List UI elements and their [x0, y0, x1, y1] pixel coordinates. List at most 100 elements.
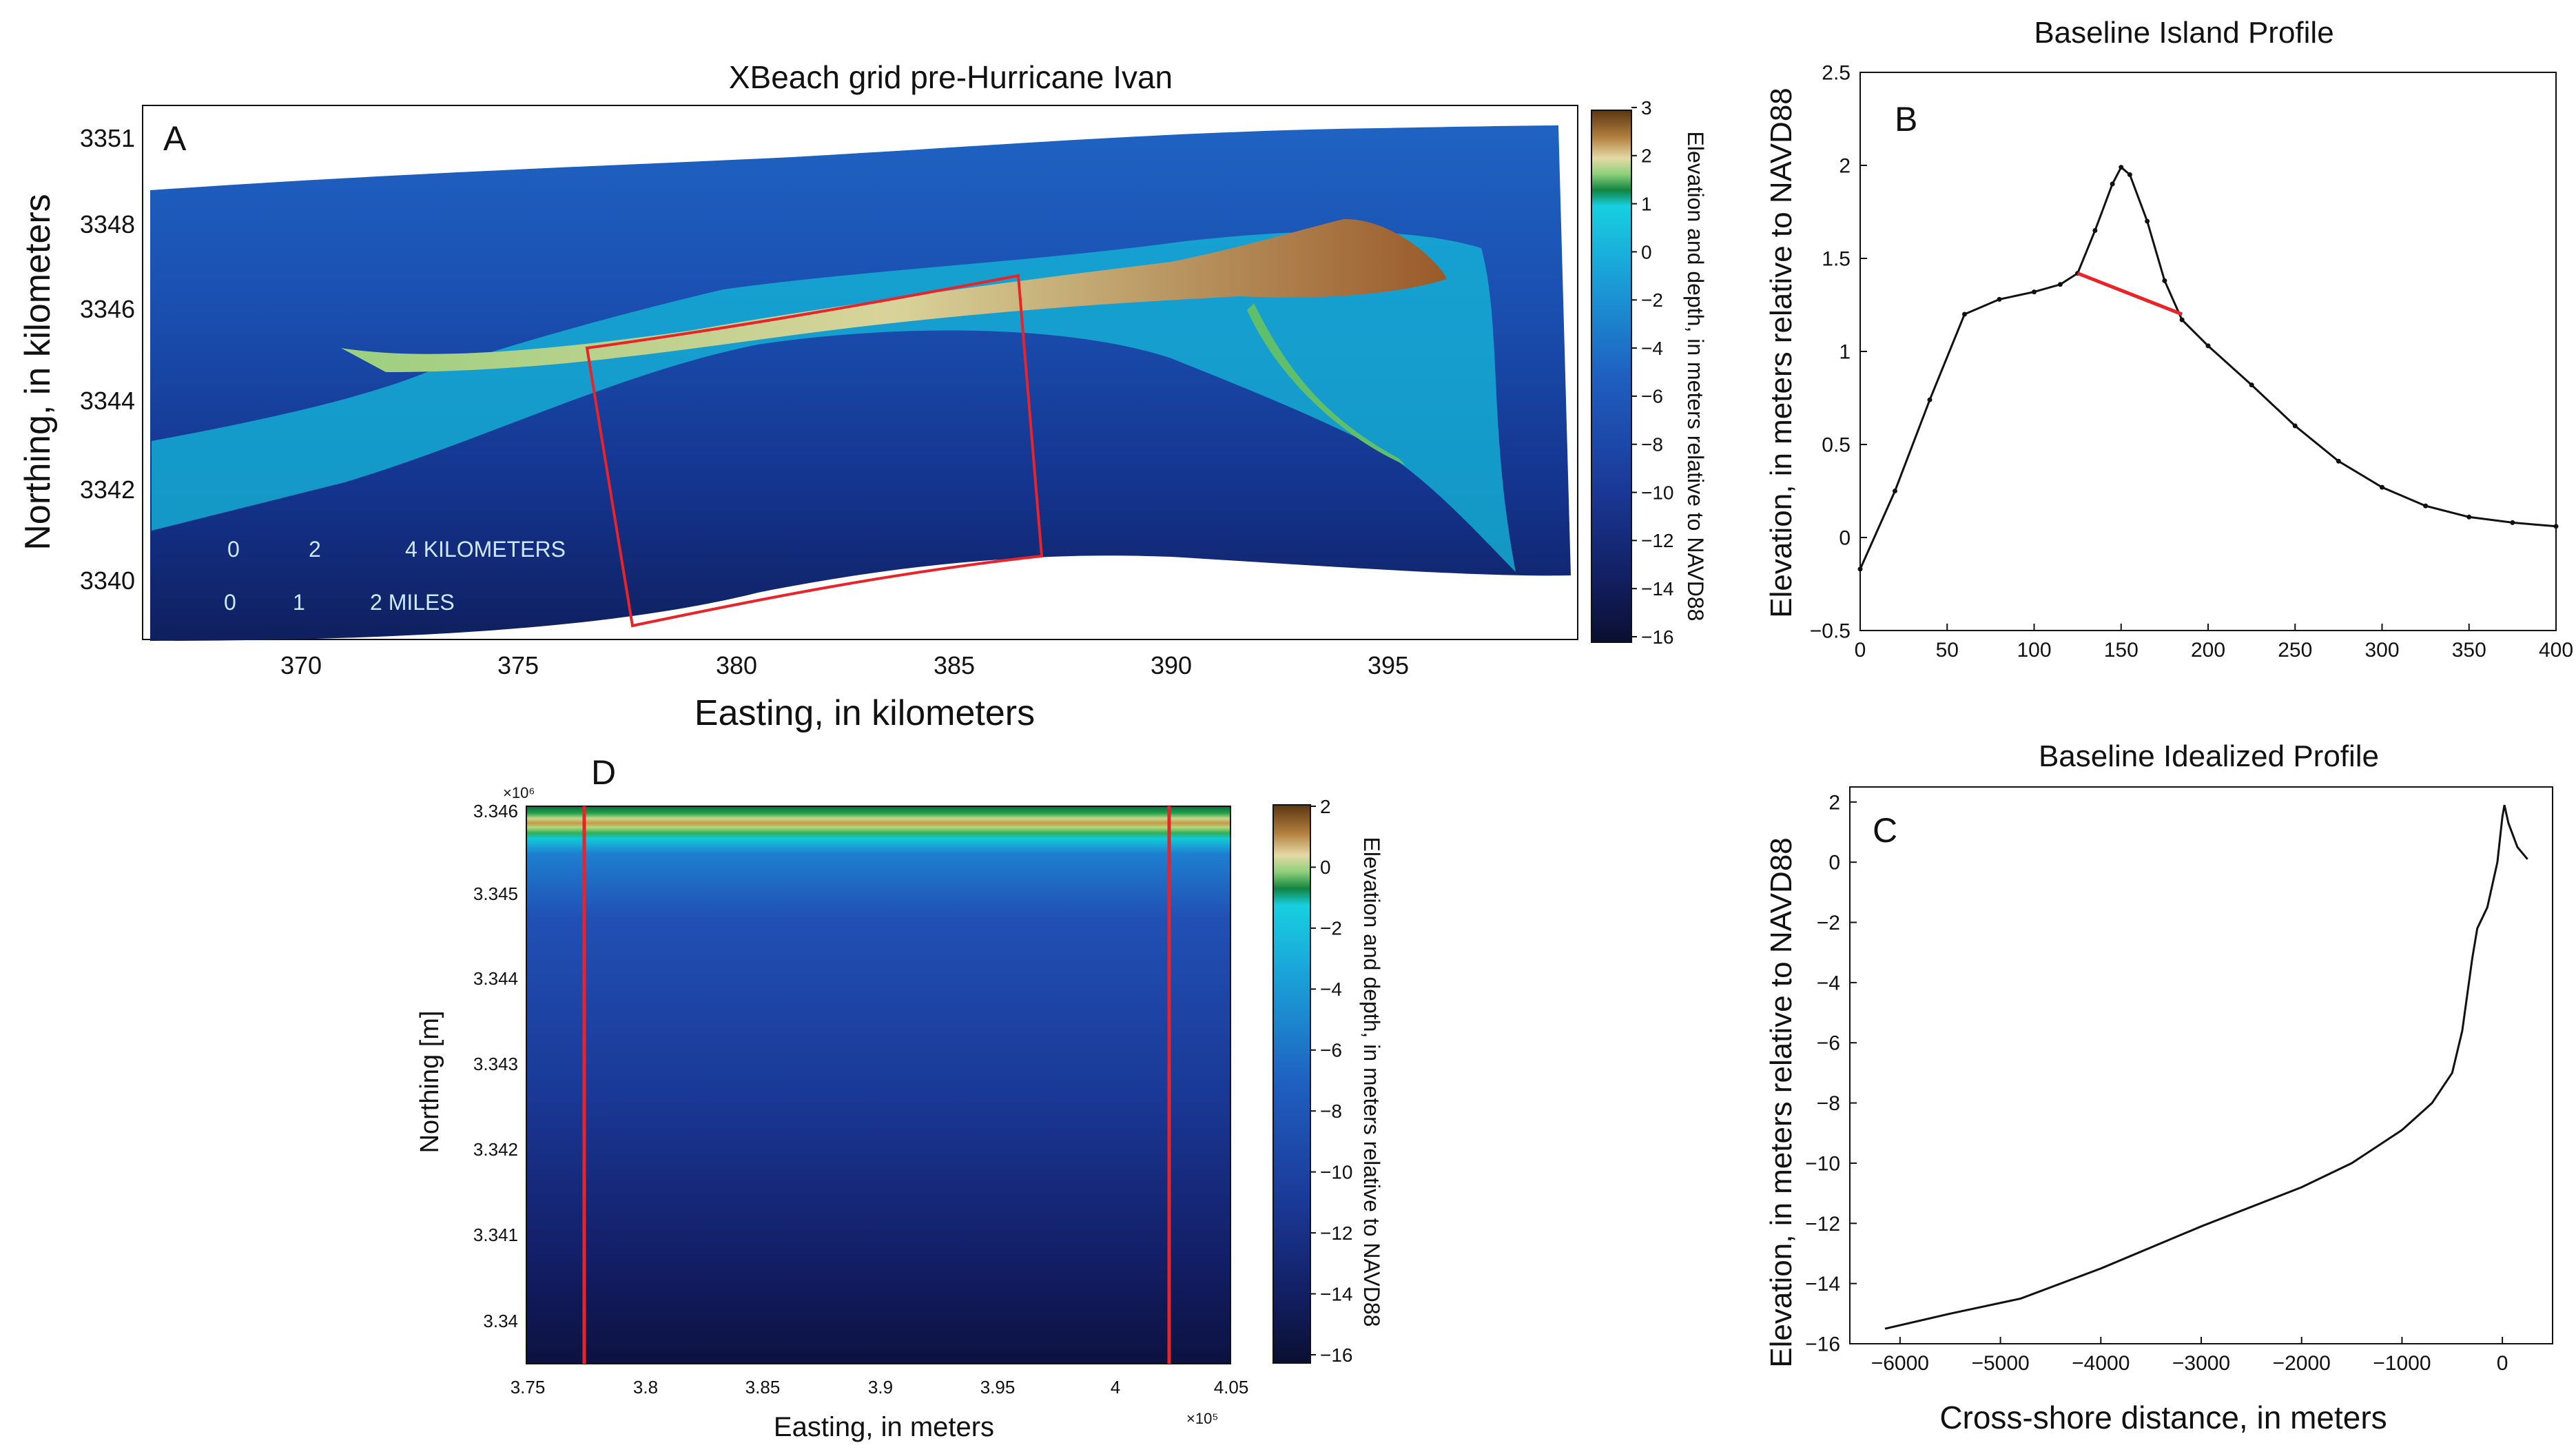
y-tick-label: −16 [1805, 1333, 1840, 1356]
scale-mi-zero: 0 [224, 590, 236, 615]
plot-frame [1849, 786, 2553, 1344]
data-point [1962, 311, 1967, 317]
panel-a-x-tick: 395 [1368, 651, 1409, 679]
panel-d-x-exponent: ×10⁵ [1186, 1410, 1218, 1427]
data-point [2336, 458, 2341, 464]
panel-a-title: XBeach grid pre-Hurricane Ivan [729, 59, 1173, 95]
panel-b-chart: Baseline Island Profile B Elevation, in … [1764, 16, 2573, 662]
x-tick-label: −5000 [1971, 1352, 2029, 1375]
data-point [2127, 172, 2132, 177]
panel-a-x-tick: 380 [716, 651, 757, 679]
panel-a-y-tick: 3340 [80, 566, 135, 595]
scale-km-end: 4 KILOMETERS [405, 537, 566, 562]
data-point [2423, 503, 2429, 509]
panel-a-y-tick: 3344 [80, 387, 135, 415]
panel-a-x-tick: 390 [1151, 651, 1192, 679]
y-tick-label: 1.5 [1822, 248, 1851, 271]
x-tick-label: 50 [1936, 639, 1959, 662]
panel-d-y-tick: 3.343 [473, 1054, 518, 1074]
colorbar-tick-label: −12 [1320, 1222, 1353, 1244]
x-tick-label: 350 [2452, 639, 2486, 662]
y-tick-label: 2.5 [1822, 62, 1851, 85]
colorbar-tick-label: 1 [1641, 193, 1652, 214]
y-tick-label: 0 [1839, 527, 1851, 550]
x-tick-label: 200 [2191, 639, 2225, 662]
colorbar-tick-label: 0 [1641, 241, 1652, 263]
x-tick-label: 0 [2497, 1352, 2508, 1375]
panel-c-xlabel: Cross-shore distance, in meters [1939, 1400, 2387, 1435]
data-point [2119, 165, 2124, 170]
data-point [2179, 317, 2185, 322]
colorbar-tick-label: 0 [1320, 857, 1331, 878]
y-tick-label: 1 [1839, 341, 1851, 364]
x-tick-label: −4000 [2072, 1352, 2130, 1375]
panel-d-y-tick: 3.341 [473, 1225, 518, 1245]
panel-d-y-tick: 3.345 [473, 883, 518, 904]
panel-d-colorbar-label: Elevation and depth, in meters relative … [1359, 837, 1384, 1327]
panel-a-colorbar-ticks: 3 2 1 0 −2 −4 −6 −8 −10 −12 −14 −16 [1631, 97, 1674, 648]
panel-d-x-tick: 3.8 [633, 1377, 658, 1397]
panel-a-y-tick: 3346 [80, 295, 135, 323]
panel-d-letter: D [591, 753, 616, 792]
panel-d: D ×10⁶ ×10⁵ 3.75 3.8 3.85 3.9 3.95 4 4.0… [415, 753, 1384, 1442]
colorbar-tick-label: −6 [1641, 386, 1663, 407]
colorbar-tick-label: 3 [1641, 97, 1652, 119]
colorbar-tick-label: −8 [1641, 434, 1663, 455]
panel-d-y-tick: 3.342 [473, 1139, 518, 1160]
panel-c-ylabel: Elevation, in meters relative to NAVD88 [1764, 837, 1798, 1368]
colorbar-tick-label: −14 [1320, 1283, 1353, 1304]
x-tick-label: 0 [1855, 639, 1866, 662]
y-tick-label: −8 [1817, 1092, 1840, 1115]
data-point [2110, 181, 2115, 187]
panel-c-chart: Baseline Idealized Profile C Elevation, … [1764, 739, 2553, 1435]
data-point [2145, 218, 2150, 224]
data-point [1893, 489, 1897, 493]
panel-a-colorbar-label: Elevation and depth, in meters relative … [1683, 132, 1708, 622]
colorbar-tick-label: −2 [1641, 289, 1663, 311]
panel-a: XBeach grid pre-Hurricane Ivan A 0 2 4 K… [18, 59, 1708, 733]
panel-d-x-tick: 4 [1111, 1377, 1120, 1397]
data-point [2162, 278, 2167, 283]
colorbar-tick-label: −8 [1320, 1100, 1342, 1122]
panel-d-y-ticks: 3.346 3.345 3.344 3.343 3.342 3.341 3.34 [473, 801, 518, 1331]
panel-d-x-tick: 3.75 [511, 1377, 546, 1397]
panel-a-x-ticks: 370 375 380 385 390 395 [280, 651, 1409, 679]
data-point [2553, 524, 2559, 529]
panel-a-y-tick: 3351 [80, 124, 135, 152]
colorbar-tick-label: −10 [1641, 482, 1674, 503]
x-tick-label: −2000 [2273, 1352, 2331, 1375]
data-point [2205, 343, 2211, 349]
panel-d-y-tick: 3.34 [483, 1311, 518, 1331]
panel-c-title: Baseline Idealized Profile [2039, 739, 2379, 773]
y-tick-label: −2 [1817, 912, 1840, 934]
colorbar-tick-label: −14 [1641, 578, 1674, 600]
data-point [2092, 228, 2098, 233]
scale-mi-end: 2 MILES [370, 590, 455, 615]
panel-b-ylabel: Elevation, in meters relative to NAVD88 [1764, 88, 1798, 618]
panel-d-xlabel: Easting, in meters [774, 1412, 994, 1442]
x-tick-label: 250 [2278, 639, 2312, 662]
y-tick-label: 2 [1839, 155, 1851, 178]
scale-mi-mid: 1 [293, 590, 305, 615]
scale-km-mid: 2 [309, 537, 321, 562]
data-point [2057, 282, 2063, 287]
panel-a-map-shallow [152, 232, 1516, 572]
data-point [2466, 514, 2472, 520]
y-tick-label: −6 [1817, 1032, 1840, 1055]
scale-bar: 0 2 4 KILOMETERS 0 1 2 MILES [224, 537, 566, 615]
data-point [2249, 382, 2254, 388]
y-tick-label: 0.5 [1822, 434, 1851, 457]
colorbar-tick-label: −6 [1320, 1040, 1342, 1061]
panel-d-x-ticks: 3.75 3.8 3.85 3.9 3.95 4 4.05 [511, 1377, 1249, 1397]
colorbar-tick-label: 2 [1641, 145, 1652, 167]
x-tick-label: −6000 [1871, 1352, 1929, 1375]
panel-a-map-island [341, 218, 1447, 372]
series-line-profile [1884, 804, 2528, 1330]
x-tick-label: 400 [2539, 639, 2573, 662]
x-tick-label: −3000 [2172, 1352, 2230, 1375]
colorbar-tick-label: 2 [1320, 796, 1331, 817]
panel-a-x-tick: 375 [497, 651, 539, 679]
series-line-profile [1859, 165, 2557, 570]
panel-d-x-tick: 3.9 [868, 1377, 893, 1397]
